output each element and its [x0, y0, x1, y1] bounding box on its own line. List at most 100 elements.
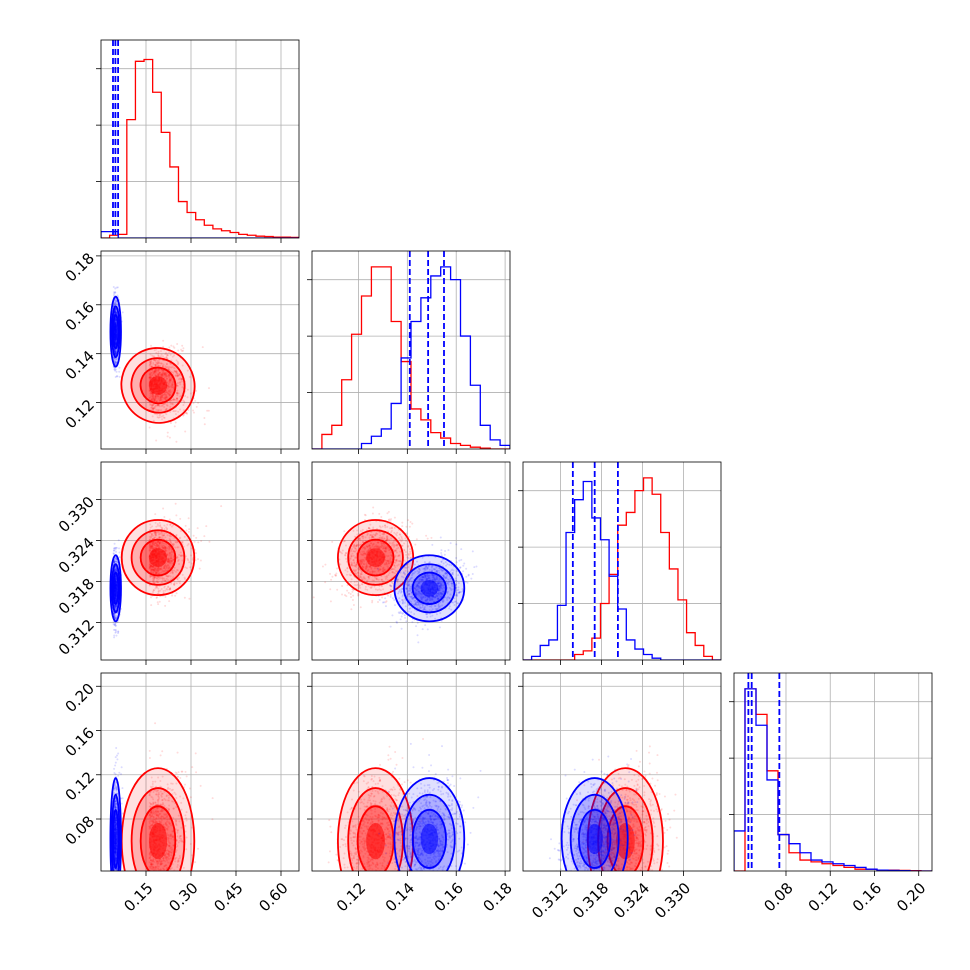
- scatter-point: [407, 544, 410, 547]
- scatter-point: [113, 292, 116, 295]
- scatter-point: [114, 308, 117, 311]
- scatter-point: [159, 395, 162, 398]
- scatter-point: [405, 539, 408, 542]
- scatter-point: [115, 598, 118, 601]
- scatter-point: [155, 586, 158, 589]
- scatter-point: [174, 546, 177, 549]
- scatter-point: [115, 604, 118, 607]
- scatter-point: [369, 542, 372, 545]
- scatter-point: [358, 575, 361, 578]
- scatter-point: [430, 536, 433, 539]
- scatter-point: [162, 570, 165, 573]
- scatter-point: [152, 409, 155, 412]
- scatter-point: [114, 319, 117, 322]
- scatter-point: [378, 547, 381, 550]
- scatter-point: [168, 380, 171, 383]
- scatter-point: [168, 534, 171, 537]
- scatter-point: [151, 545, 154, 548]
- scatter-point: [150, 570, 153, 573]
- scatter-point: [149, 396, 152, 399]
- scatter-point: [384, 524, 387, 527]
- scatter-point: [177, 546, 180, 549]
- scatter-point: [389, 561, 392, 564]
- scatter-point: [172, 410, 175, 413]
- scatter-point: [351, 590, 354, 593]
- scatter-point: [151, 565, 154, 568]
- scatter-point: [380, 542, 383, 545]
- y-tick-label: 0.312: [55, 616, 98, 659]
- scatter-point: [386, 555, 389, 558]
- scatter-point: [162, 507, 165, 510]
- scatter-point: [173, 583, 176, 586]
- scatter-point: [174, 540, 177, 543]
- scatter-point: [151, 566, 154, 569]
- scatter-point: [150, 392, 153, 395]
- scatter-point: [166, 558, 169, 561]
- scatter-point: [150, 546, 153, 549]
- scatter-point: [151, 354, 154, 357]
- scatter-point: [352, 603, 355, 606]
- scatter-point: [389, 625, 392, 628]
- scatter-point: [148, 549, 151, 552]
- scatter-point: [156, 395, 159, 398]
- scatter-point: [384, 539, 387, 542]
- scatter-point: [370, 542, 373, 545]
- scatter-point: [114, 341, 117, 344]
- scatter-point: [159, 364, 162, 367]
- scatter-point: [362, 552, 365, 555]
- scatter-point: [167, 384, 170, 387]
- scatter-point: [114, 547, 117, 550]
- scatter-point: [166, 564, 169, 567]
- scatter-point: [186, 538, 189, 541]
- scatter-point: [121, 311, 124, 314]
- scatter-point: [157, 589, 160, 592]
- scatter-point: [384, 550, 387, 553]
- scatter-point: [167, 559, 170, 562]
- scatter-point: [357, 586, 360, 589]
- scatter-point: [164, 396, 167, 399]
- scatter-point: [156, 544, 159, 547]
- scatter-point: [181, 541, 184, 544]
- scatter-point: [156, 364, 159, 367]
- scatter-point: [354, 547, 357, 550]
- scatter-point: [158, 416, 161, 419]
- scatter-point: [169, 380, 172, 383]
- scatter-point: [160, 415, 163, 418]
- scatter-point: [153, 546, 156, 549]
- scatter-point: [151, 569, 154, 572]
- scatter-point: [156, 601, 159, 604]
- scatter-point: [181, 349, 184, 352]
- scatter-point: [416, 621, 419, 624]
- scatter-point: [182, 409, 185, 412]
- scatter-point: [164, 397, 167, 400]
- scatter-point: [165, 528, 168, 531]
- scatter-point: [385, 561, 388, 564]
- scatter-point: [364, 547, 367, 550]
- scatter-point: [166, 575, 169, 578]
- scatter-point: [156, 359, 159, 362]
- scatter-point: [203, 416, 206, 419]
- scatter-point: [384, 546, 387, 549]
- scatter-point: [156, 531, 159, 534]
- scatter-point: [176, 569, 179, 572]
- scatter-point: [115, 557, 118, 560]
- scatter-point: [165, 407, 168, 410]
- contour-blue: [112, 314, 120, 350]
- scatter-point: [112, 561, 115, 564]
- scatter-point: [157, 354, 160, 357]
- scatter-point: [153, 568, 156, 571]
- scatter-point: [384, 547, 387, 550]
- scatter-point: [153, 371, 156, 374]
- scatter-point: [398, 554, 401, 557]
- scatter-point: [156, 581, 159, 584]
- scatter-point: [403, 542, 406, 545]
- scatter-point: [174, 409, 177, 412]
- scatter-point: [151, 571, 154, 574]
- scatter-point: [157, 416, 160, 419]
- scatter-point: [395, 543, 398, 546]
- scatter-point: [341, 552, 344, 555]
- scatter-point: [375, 533, 378, 536]
- scatter-point: [157, 571, 160, 574]
- scatter-point: [357, 594, 360, 597]
- scatter-point: [167, 367, 170, 370]
